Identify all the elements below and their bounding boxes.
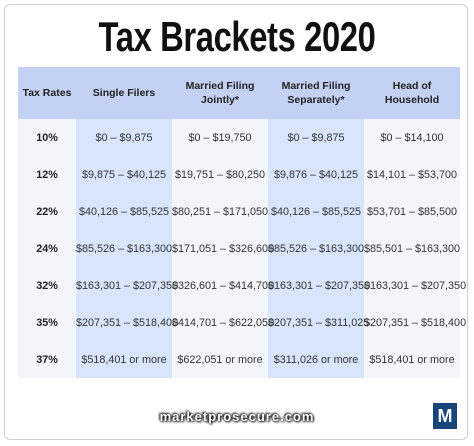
married-jointly-cell: $171,051 – $326,600 xyxy=(172,230,274,267)
single-filers-cell: $518,401 or more xyxy=(76,341,172,378)
single-filers-cell: $207,351 – $518,400 xyxy=(76,304,178,341)
header-married-separately: Married Filing Separately* xyxy=(268,67,364,119)
married-jointly-cell: $622,051 or more xyxy=(172,341,268,378)
married-separately-cell: $9,876 – $40,125 xyxy=(268,156,364,193)
married-separately-cell: $163,301 – $207,350 xyxy=(268,267,370,304)
header-head-of-household: Head of Household xyxy=(364,67,460,119)
rate-cell: 32% xyxy=(18,267,76,304)
married-separately-cell: $0 – $9,875 xyxy=(268,119,364,156)
single-filers-cell: $40,126 – $85,525 xyxy=(76,193,172,230)
married-jointly-cell: $19,751 – $80,250 xyxy=(172,156,268,193)
single-filers-cell: $9,875 – $40,125 xyxy=(76,156,172,193)
married-separately-cell: $85,526 – $163,300 xyxy=(268,230,364,267)
tax-brackets-table: Tax Rates Single Filers Married Filing J… xyxy=(18,67,466,378)
rate-cell: 37% xyxy=(18,341,76,378)
head-of-household-cell: $14,101 – $53,700 xyxy=(364,156,460,193)
married-jointly-cell: $326,601 – $414,700 xyxy=(172,267,274,304)
rate-cell: 12% xyxy=(18,156,76,193)
single-filers-cell: $163,301 – $207,350 xyxy=(76,267,178,304)
head-of-household-cell: $53,701 – $85,500 xyxy=(364,193,460,230)
single-filers-cell: $85,526 – $163,300 xyxy=(76,230,172,267)
married-separately-cell: $40,126 – $85,525 xyxy=(268,193,364,230)
table-row: 22% $40,126 – $85,525 $80,251 – $171,050 $4… xyxy=(18,193,460,230)
head-of-household-cell: $518,401 or more xyxy=(364,341,460,378)
table-header-row: Tax Rates Single Filers Married Filing J… xyxy=(18,67,460,119)
head-of-household-cell: $207,351 – $518,400 xyxy=(364,304,466,341)
head-of-household-cell: $0 – $14,100 xyxy=(364,119,460,156)
table-row: 37% $518,401 or more $622,051 or more $311,… xyxy=(18,341,460,378)
married-separately-cell: $311,026 or more xyxy=(268,341,364,378)
header-married-jointly: Married Filing Jointly* xyxy=(172,67,268,119)
site-watermark: marketprosecure.com xyxy=(159,409,315,424)
married-separately-cell: $207,351 – $311,025 xyxy=(268,304,369,341)
head-of-household-cell: $85,501 – $163,300 xyxy=(364,230,460,267)
rate-cell: 24% xyxy=(18,230,76,267)
rate-cell: 10% xyxy=(18,119,76,156)
header-single-filers: Single Filers xyxy=(76,67,172,119)
rate-cell: 22% xyxy=(18,193,76,230)
head-of-household-cell: $163,301 – $207,350 xyxy=(364,267,466,304)
header-tax-rates: Tax Rates xyxy=(18,67,76,119)
table-row: 10% $0 – $9,875 $0 – $19,750 $0 – $9,875 $0 … xyxy=(18,119,460,156)
table-row: 35% $207,351 – $518,400 $414,701 – $622,05… xyxy=(18,304,466,341)
married-jointly-cell: $80,251 – $171,050 xyxy=(172,193,268,230)
rate-cell: 35% xyxy=(18,304,76,341)
married-jointly-cell: $414,701 – $622,050 xyxy=(172,304,274,341)
single-filers-cell: $0 – $9,875 xyxy=(76,119,172,156)
table-row: 12% $9,875 – $40,125 $19,751 – $80,250 $9,8… xyxy=(18,156,460,193)
table-row: 24% $85,526 – $163,300 $171,051 – $326,600… xyxy=(18,230,460,267)
brand-logo: M xyxy=(433,403,457,429)
table-row: 32% $163,301 – $207,350 $326,601 – $414,70… xyxy=(18,267,466,304)
married-jointly-cell: $0 – $19,750 xyxy=(172,119,268,156)
page-title: Tax Brackets 2020 xyxy=(98,13,376,60)
tax-brackets-card: Tax Brackets 2020 Tax Rates Single Filer… xyxy=(4,4,468,440)
